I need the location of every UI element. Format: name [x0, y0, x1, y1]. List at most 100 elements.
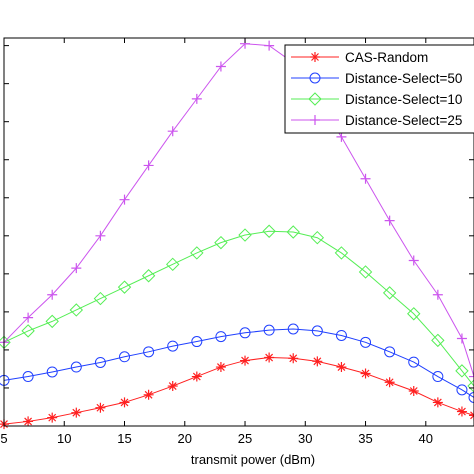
data-point — [71, 407, 82, 418]
data-point — [191, 93, 202, 104]
data-point — [264, 352, 275, 363]
data-point — [408, 386, 419, 397]
data-point — [382, 286, 397, 300]
data-point — [215, 61, 226, 72]
data-point — [309, 72, 321, 84]
data-point — [47, 412, 58, 423]
data-point — [167, 126, 178, 137]
data-point — [46, 366, 58, 378]
data-point — [360, 368, 371, 379]
series-layer — [0, 38, 474, 430]
data-point — [22, 371, 34, 383]
data-point — [311, 325, 323, 337]
data-point — [334, 246, 349, 260]
data-point — [167, 340, 179, 352]
data-point — [408, 356, 420, 368]
data-point — [215, 331, 227, 343]
data-point — [69, 303, 84, 317]
data-point — [286, 225, 300, 239]
series-2 — [0, 224, 474, 393]
data-point — [215, 362, 226, 373]
data-point — [143, 160, 154, 171]
data-point — [384, 377, 395, 388]
data-point — [308, 92, 322, 106]
data-point — [432, 371, 444, 383]
data-point — [467, 379, 474, 393]
series-3 — [0, 38, 474, 382]
series-line — [3, 230, 474, 387]
data-point — [310, 115, 320, 125]
data-point — [143, 346, 155, 358]
data-point — [23, 312, 34, 323]
data-point — [95, 230, 106, 241]
data-point — [456, 384, 468, 396]
data-point — [310, 230, 325, 245]
series-1 — [0, 323, 474, 403]
data-point — [310, 52, 320, 62]
x-tick-label: 5 — [0, 431, 7, 446]
data-point — [335, 329, 347, 341]
legend-label: Distance-Select=50 — [345, 71, 462, 86]
data-point — [469, 371, 474, 382]
data-point — [93, 291, 108, 306]
plot-frame — [3, 37, 474, 427]
data-point — [21, 324, 35, 338]
data-point — [312, 356, 323, 367]
data-point — [263, 324, 275, 336]
x-tick-label: 15 — [117, 431, 131, 446]
legend-label: Distance-Select=10 — [345, 92, 462, 107]
data-point — [191, 336, 203, 348]
data-point — [468, 391, 474, 403]
data-point — [238, 228, 252, 242]
data-point — [360, 173, 371, 184]
data-point — [288, 353, 299, 364]
data-point — [264, 40, 275, 51]
x-tick-label: 30 — [298, 431, 312, 446]
data-point — [94, 356, 106, 368]
legend-label: CAS-Random — [345, 50, 428, 65]
data-point — [456, 406, 467, 417]
data-point — [287, 323, 299, 335]
data-point — [360, 336, 372, 348]
legend-label: Distance-Select=25 — [345, 113, 462, 128]
data-point — [119, 397, 130, 408]
data-point — [431, 333, 445, 348]
data-point — [336, 362, 347, 373]
data-point — [45, 314, 59, 329]
data-point — [191, 371, 202, 382]
data-point — [71, 263, 82, 274]
x-tick-label: 25 — [238, 431, 252, 446]
data-point — [23, 416, 34, 427]
axes-layer: 5 10 15 20 25 30 35 40 — [0, 37, 474, 446]
data-point — [47, 289, 58, 300]
data-point — [262, 224, 276, 238]
data-point — [167, 381, 178, 392]
data-point — [117, 280, 132, 294]
data-point — [119, 194, 130, 205]
legend: CAS-Random Distance-Select=50 Distance-Sel… — [284, 44, 474, 134]
data-point — [143, 389, 154, 400]
data-point — [119, 351, 131, 363]
x-tick-label: 10 — [57, 431, 71, 446]
data-point — [384, 346, 396, 358]
data-point — [432, 397, 443, 408]
data-point — [432, 289, 443, 300]
x-tick-label: 40 — [419, 431, 433, 446]
data-point — [407, 307, 421, 321]
data-point — [336, 131, 347, 142]
x-tick-label: 35 — [358, 431, 372, 446]
data-point — [239, 327, 251, 339]
data-point — [70, 361, 82, 373]
data-point — [456, 333, 467, 344]
data-point — [240, 355, 251, 366]
series-line — [3, 328, 474, 398]
legend-box — [284, 44, 474, 134]
data-point — [358, 265, 373, 279]
data-point — [166, 257, 180, 272]
x-tick-label: 20 — [178, 431, 192, 446]
data-point — [141, 269, 156, 283]
data-point — [214, 235, 228, 250]
data-point — [408, 255, 419, 266]
data-point — [455, 364, 469, 378]
